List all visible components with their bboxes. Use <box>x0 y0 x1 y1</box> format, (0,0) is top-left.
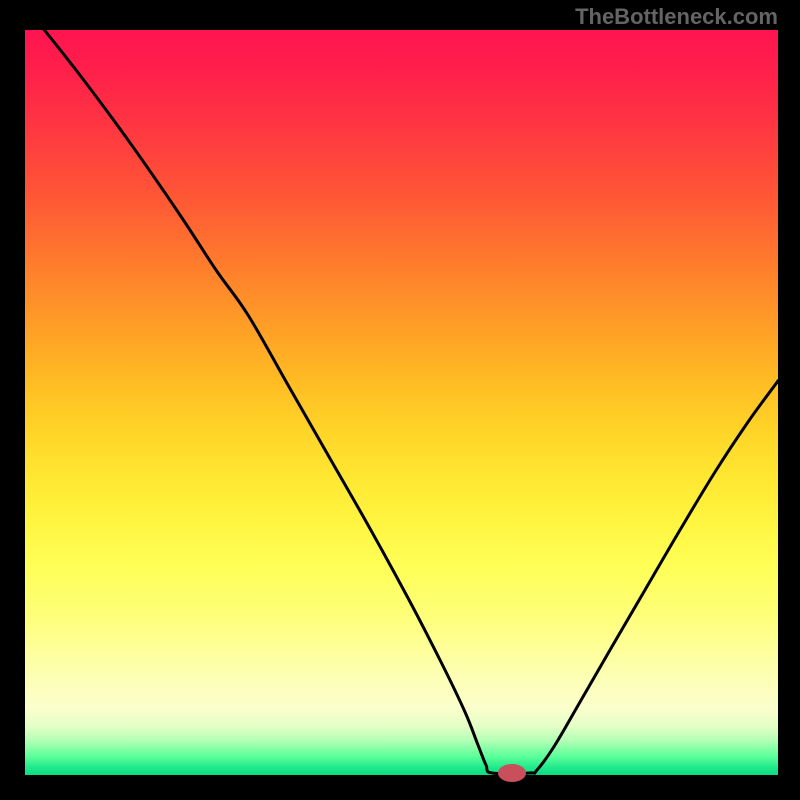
chart-container: TheBottleneck.com <box>0 0 800 800</box>
chart-background <box>25 30 778 775</box>
optimum-marker <box>498 764 526 782</box>
watermark-label: TheBottleneck.com <box>575 4 778 30</box>
bottleneck-chart <box>0 0 800 800</box>
